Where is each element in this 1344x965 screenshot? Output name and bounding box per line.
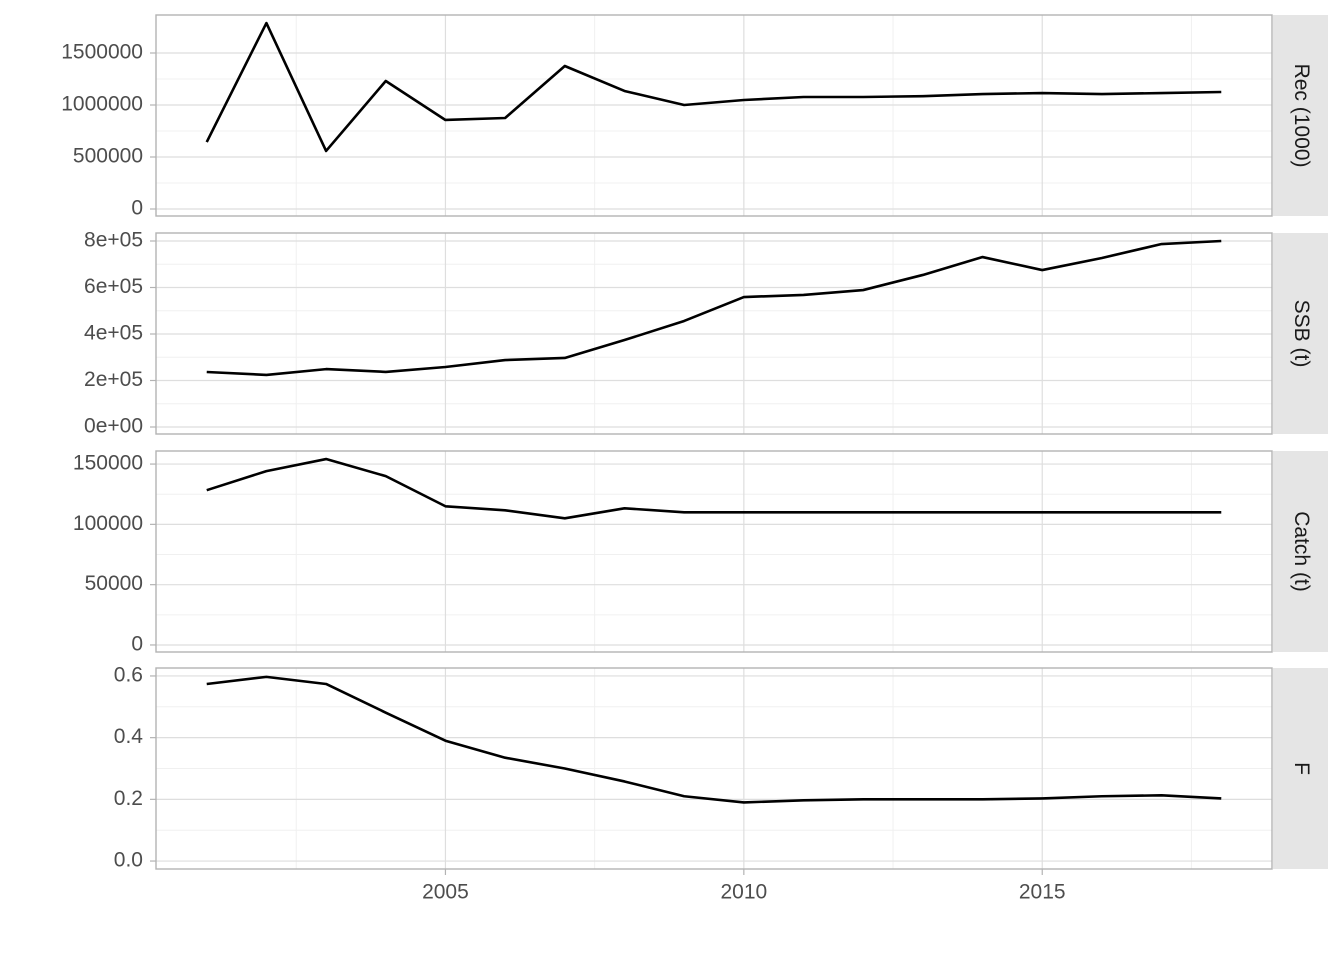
- panel-border: [155, 667, 1273, 870]
- data-line: [206, 239, 1222, 377]
- y-tick-label: 100000: [73, 512, 143, 535]
- strip-label: Rec (1000): [1290, 64, 1313, 168]
- y-tick-label: 1000000: [61, 93, 143, 116]
- panel-border: [155, 450, 1273, 653]
- strip-label: SSB (t): [1290, 300, 1313, 368]
- y-tick-label: 50000: [85, 572, 143, 595]
- strip: [1273, 233, 1328, 434]
- y-tick-label: 0.2: [114, 787, 143, 810]
- panel-border: [155, 14, 1273, 217]
- panel-border: [155, 232, 1273, 435]
- y-tick-label: 6e+05: [84, 275, 143, 298]
- y-tick-label: 150000: [73, 452, 143, 475]
- data-line: [206, 675, 1222, 804]
- y-tick-label: 4e+05: [84, 322, 143, 345]
- panel-background: [156, 15, 1272, 216]
- y-tick-label: 8e+05: [84, 229, 143, 252]
- y-tick-label: 2e+05: [84, 368, 143, 391]
- y-tick-label: 0.6: [114, 664, 143, 687]
- x-tick-label: 2010: [720, 881, 767, 904]
- strip-label: F: [1290, 762, 1313, 775]
- x-tick-label: 2015: [1019, 881, 1066, 904]
- y-tick-label: 0: [131, 633, 143, 656]
- y-tick-label: 1500000: [61, 41, 143, 64]
- strip: [1273, 451, 1328, 652]
- y-tick-label: 0: [131, 197, 143, 220]
- strip-label: Catch (t): [1290, 511, 1313, 592]
- strip: [1273, 15, 1328, 216]
- y-tick-label: 0e+00: [84, 415, 143, 438]
- y-tick-label: 0.4: [114, 725, 144, 748]
- x-tick-label: 2005: [422, 881, 469, 904]
- strip: [1273, 668, 1328, 869]
- data-line: [206, 457, 1222, 520]
- y-tick-label: 0.0: [114, 849, 143, 872]
- data-line: [205, 21, 1222, 153]
- panel-background: [156, 451, 1272, 652]
- y-tick-label: 500000: [73, 145, 143, 168]
